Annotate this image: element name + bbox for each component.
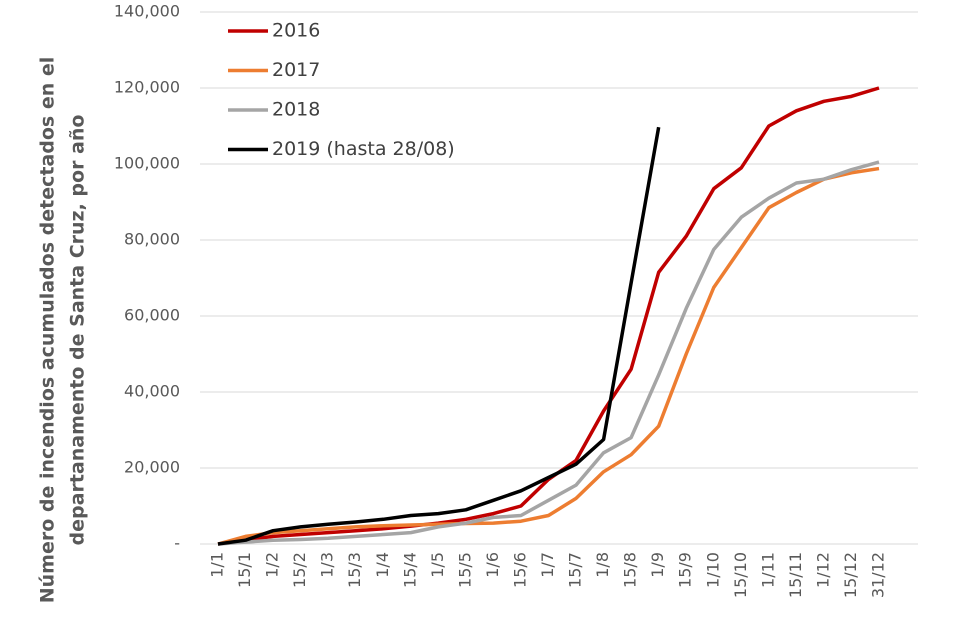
x-tick-label: 1/3 [318,552,337,578]
y-tick-label: 40,000 [124,382,180,401]
x-tick-label: 15/11 [786,552,805,598]
x-tick-label: 1/9 [648,552,667,578]
x-tick-label: 15/5 [455,552,474,588]
y-tick-label: 100,000 [114,154,180,173]
x-tick-label: 1/10 [703,552,722,588]
y-tick-label: 20,000 [124,458,180,477]
x-tick-label: 1/4 [373,552,392,578]
x-tick-label: 15/10 [731,552,750,598]
x-tick-label: 1/2 [263,552,282,578]
y-axis-title: departanamento de Santa Cruz, por año [67,115,89,546]
x-tick-label: 15/9 [676,552,695,588]
y-tick-label: - [174,534,180,553]
x-tick-label: 15/7 [566,552,585,588]
y-tick-label: 120,000 [114,78,180,97]
series-line [217,166,880,546]
series-line [217,126,661,546]
x-tick-label: 15/6 [510,552,529,588]
x-tick-label: 1/7 [538,552,557,578]
legend-label: 2016 [272,20,320,42]
y-tick-label: 80,000 [124,230,180,249]
legend-label: 2017 [272,59,320,81]
x-tick-label: 15/4 [400,552,419,588]
x-tick-label: 31/12 [869,552,888,598]
y-tick-label: 60,000 [124,306,180,325]
legend-label: 2018 [272,99,320,121]
y-tick-label: 140,000 [114,2,180,21]
series-line [217,160,880,546]
x-tick-label: 15/12 [841,552,860,598]
x-tick-label: 1/1 [208,552,227,578]
x-tick-label: 1/8 [593,552,612,578]
x-tick-label: 1/12 [813,552,832,588]
x-tick-label: 15/1 [235,552,254,588]
x-tick-label: 1/11 [758,552,777,588]
x-tick-label: 1/6 [483,552,502,578]
y-axis-title: Número de incendios acumulados detectado… [37,57,59,604]
x-tick-label: 15/3 [345,552,364,588]
x-tick-label: 15/8 [621,552,640,588]
legend-label: 2019 (hasta 28/08) [272,138,455,160]
x-tick-label: 15/2 [290,552,309,588]
x-tick-label: 1/5 [428,552,447,578]
